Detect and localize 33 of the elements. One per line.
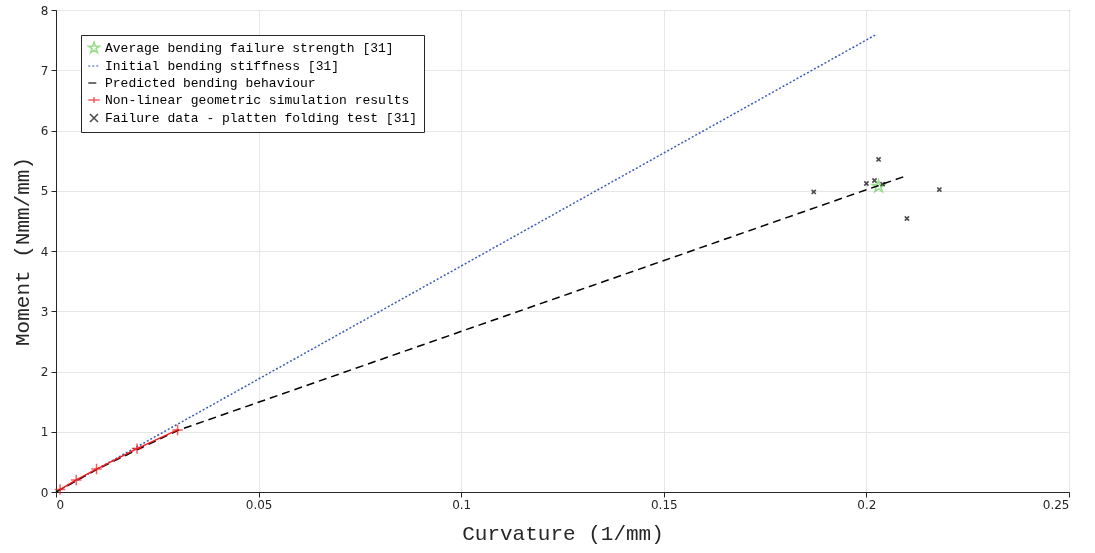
y-tick-label: 7 <box>40 63 49 78</box>
point <box>871 179 886 193</box>
y-tick-label: 3 <box>40 304 49 319</box>
point <box>171 423 184 436</box>
y-tick-label: 5 <box>40 184 49 199</box>
line-series <box>55 175 906 493</box>
point <box>70 473 83 486</box>
point <box>936 186 943 193</box>
point <box>871 177 878 184</box>
y-tick-label: 2 <box>40 365 49 379</box>
legend-label: Predicted bending behaviour <box>105 76 316 91</box>
point <box>875 156 882 163</box>
point <box>90 463 103 476</box>
x-tick-label: 0.1 <box>452 497 472 512</box>
legend-label: Initial bending stiffness [31] <box>105 59 340 74</box>
point <box>863 180 870 187</box>
x-tick-label: 0 <box>56 497 65 512</box>
y-tick-label: 8 <box>40 3 49 18</box>
y-tick-label: 1 <box>40 425 49 440</box>
x-tick-label: 0.25 <box>1042 497 1070 512</box>
legend-label: Average bending failure strength [31] <box>105 41 394 56</box>
point <box>54 483 67 496</box>
y-tick-label: 6 <box>40 124 49 138</box>
y-axis-title: Moment (Nmm/mm) <box>11 156 35 347</box>
x-tick-label: 0.15 <box>650 497 678 512</box>
x-tick-label: 0.2 <box>857 497 877 512</box>
legend-label: Non-linear geometric simulation results <box>105 93 410 108</box>
point <box>131 442 144 455</box>
x-tick-label: 0.05 <box>245 497 273 512</box>
y-tick-label: 4 <box>40 244 49 259</box>
y-tick-label: 0 <box>40 485 49 500</box>
x-axis-title: Curvature (1/mm) <box>462 522 664 546</box>
legend-label: Failure data - platten folding test [31] <box>105 111 418 126</box>
